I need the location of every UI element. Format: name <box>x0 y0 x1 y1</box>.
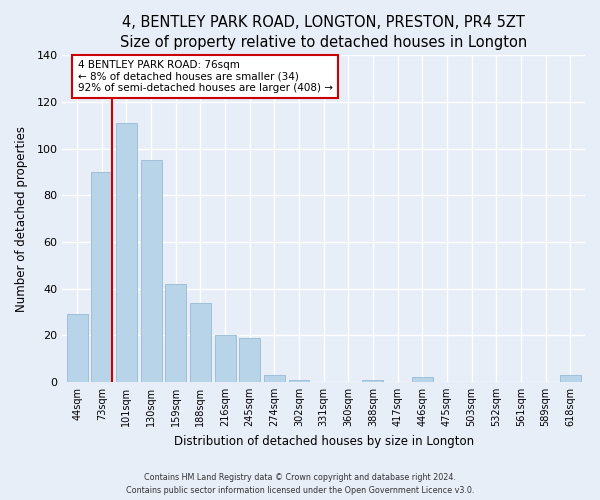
Bar <box>116 123 137 382</box>
Y-axis label: Number of detached properties: Number of detached properties <box>15 126 28 312</box>
Bar <box>215 335 236 382</box>
Bar <box>190 302 211 382</box>
Bar <box>289 380 310 382</box>
Text: 4 BENTLEY PARK ROAD: 76sqm
← 8% of detached houses are smaller (34)
92% of semi-: 4 BENTLEY PARK ROAD: 76sqm ← 8% of detac… <box>77 60 332 93</box>
Bar <box>412 378 433 382</box>
Bar <box>67 314 88 382</box>
Bar <box>264 375 285 382</box>
Bar <box>560 375 581 382</box>
Bar <box>239 338 260 382</box>
Title: 4, BENTLEY PARK ROAD, LONGTON, PRESTON, PR4 5ZT
Size of property relative to det: 4, BENTLEY PARK ROAD, LONGTON, PRESTON, … <box>120 15 527 50</box>
Bar <box>140 160 161 382</box>
Bar <box>91 172 112 382</box>
Bar <box>362 380 383 382</box>
Text: Contains HM Land Registry data © Crown copyright and database right 2024.
Contai: Contains HM Land Registry data © Crown c… <box>126 474 474 495</box>
Bar <box>165 284 186 382</box>
X-axis label: Distribution of detached houses by size in Longton: Distribution of detached houses by size … <box>173 434 474 448</box>
